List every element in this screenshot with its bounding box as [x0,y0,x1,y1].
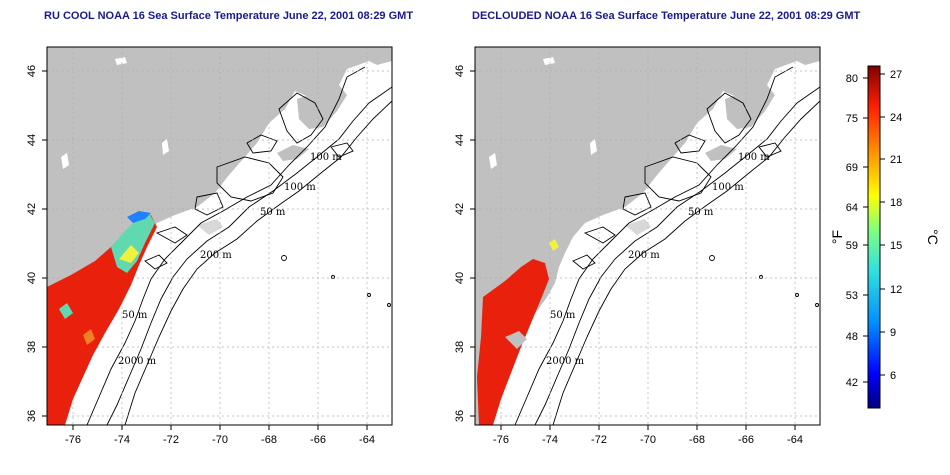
x-tick-label: -64 [787,434,803,446]
x-tick-label: -66 [738,434,754,446]
contour-label: 100 m [284,182,316,193]
celsius-tick: 24 [890,112,902,124]
x-tick-label: -76 [493,434,509,446]
x-tick-label: -74 [542,434,558,446]
y-tick-label: 44 [454,134,466,146]
fahrenheit-tick: 53 [846,290,858,302]
contour-label: 50 m [122,310,148,321]
x-tick-label: -72 [591,434,607,446]
y-tick-label: 44 [26,134,38,146]
right-x-tick-labels: -76 -74 -72 -70 -68 -66 -64 [493,434,803,446]
colorbar-gradient [867,65,881,409]
contour-label: 100 m [738,152,770,163]
y-tick-label: 40 [26,272,38,284]
contour-label: 50 m [550,310,576,321]
contour-label: 2000 m [546,356,585,367]
right-contour-labels: 100 m 100 m 50 m 200 m 50 m 2000 m [546,152,770,367]
celsius-tick: 27 [890,69,902,81]
x-tick-label: -66 [310,434,326,446]
celsius-label: °C [925,229,941,245]
y-tick-label: 46 [454,65,466,77]
temperature-colorbar: 80 75 69 64 59 53 48 42 27 24 21 18 15 1… [829,65,941,409]
left-map-panel [46,46,393,426]
left-contour-labels: 100 m 100 m 50 m 200 m 50 m 2000 m [118,152,342,367]
y-tick-label: 40 [454,272,466,284]
x-tick-label: -76 [65,434,81,446]
y-tick-label: 42 [26,203,38,215]
fahrenheit-tick: 48 [846,331,858,343]
right-axis-ticks [470,70,796,430]
fahrenheit-tick: 42 [846,377,858,389]
x-tick-label: -68 [261,434,277,446]
fahrenheit-tick: 80 [846,73,858,85]
x-tick-label: -64 [359,434,375,446]
y-tick-label: 36 [454,410,466,422]
fahrenheit-tick: 64 [846,202,858,214]
contour-label: 50 m [260,207,286,218]
contour-label: 2000 m [118,356,157,367]
contour-label: 100 m [712,182,744,193]
fahrenheit-tick: 75 [846,113,858,125]
left-panel-title: RU COOL NOAA 16 Sea Surface Temperature … [44,10,414,22]
left-x-tick-labels: -76 -74 -72 -70 -68 -66 -64 [65,434,375,446]
right-panel-title: DECLOUDED NOAA 16 Sea Surface Temperatur… [472,10,861,22]
y-tick-label: 38 [26,341,38,353]
left-axis-ticks [42,70,368,430]
y-tick-label: 46 [26,65,38,77]
x-tick-label: -72 [163,434,179,446]
y-tick-label: 36 [26,410,38,422]
celsius-tick: 21 [890,154,902,166]
contour-label: 200 m [628,250,660,261]
y-tick-label: 38 [454,341,466,353]
y-tick-label: 42 [454,203,466,215]
celsius-tick: 15 [890,240,902,252]
x-tick-label: -70 [640,434,656,446]
contour-label: 200 m [200,250,232,261]
right-y-tick-labels: 46 44 42 40 38 36 [454,65,466,422]
fahrenheit-label: °F [829,230,845,244]
celsius-tick: 9 [890,327,896,339]
right-map-panel [474,46,821,426]
fahrenheit-tick: 59 [846,240,858,252]
contour-label: 50 m [688,207,714,218]
x-tick-label: -70 [212,434,228,446]
x-tick-label: -68 [689,434,705,446]
celsius-tick: 18 [890,197,902,209]
celsius-tick: 12 [890,284,902,296]
celsius-tick: 6 [890,370,896,382]
x-tick-label: -74 [114,434,130,446]
fahrenheit-tick: 69 [846,162,858,174]
contour-label: 100 m [310,152,342,163]
left-y-tick-labels: 46 44 42 40 38 36 [26,65,38,422]
